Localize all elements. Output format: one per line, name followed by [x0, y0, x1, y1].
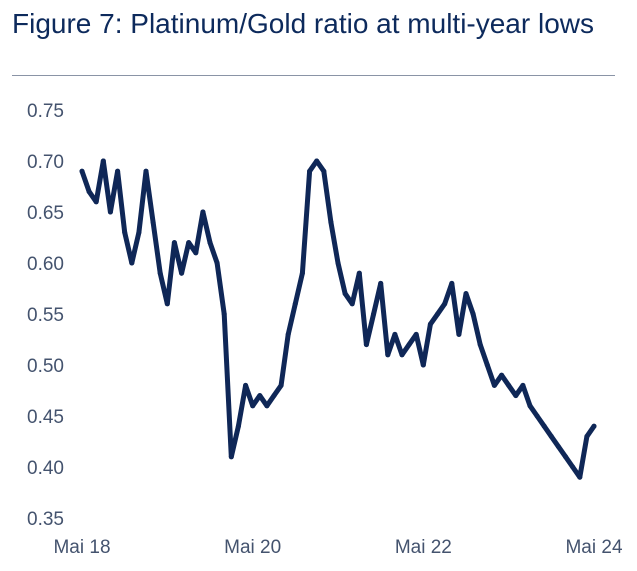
- data-point: [228, 454, 234, 460]
- data-point: [193, 250, 199, 256]
- data-point: [86, 189, 92, 195]
- data-point: [491, 382, 497, 388]
- data-point: [321, 168, 327, 174]
- x-tick-label: Mai 20: [224, 537, 281, 558]
- data-point: [463, 291, 469, 297]
- data-point: [527, 403, 533, 409]
- data-point: [541, 423, 547, 429]
- data-point: [392, 331, 398, 337]
- data-point: [442, 301, 448, 307]
- data-point: [335, 260, 341, 266]
- data-point: [363, 342, 369, 348]
- data-point: [513, 393, 519, 399]
- series-line: [79, 158, 597, 480]
- data-point: [150, 219, 156, 225]
- data-point: [278, 382, 284, 388]
- data-point: [129, 260, 135, 266]
- data-point: [470, 311, 476, 317]
- data-point: [299, 270, 305, 276]
- y-tick-label: 0.40: [27, 458, 64, 479]
- series-group: [79, 158, 597, 480]
- data-point: [107, 209, 113, 215]
- data-point: [186, 240, 192, 246]
- data-point: [243, 382, 249, 388]
- data-point: [435, 311, 441, 317]
- data-point: [591, 423, 597, 429]
- data-point: [164, 301, 170, 307]
- data-point: [221, 311, 227, 317]
- data-point: [271, 393, 277, 399]
- data-point: [257, 393, 263, 399]
- data-point: [79, 168, 85, 174]
- data-point: [456, 331, 462, 337]
- data-point: [179, 270, 185, 276]
- data-point: [342, 291, 348, 297]
- data-point: [555, 444, 561, 450]
- x-tick-label: Mai 24: [565, 537, 622, 558]
- data-point: [235, 423, 241, 429]
- y-tick-label: 0.50: [27, 356, 64, 377]
- data-point: [264, 403, 270, 409]
- data-point: [100, 158, 106, 164]
- y-axis: 0.75 0.70 0.65 0.60 0.55 0.50 0.45 0.40 0.35: [27, 101, 64, 530]
- data-point: [484, 362, 490, 368]
- y-tick-label: 0.35: [27, 509, 64, 530]
- data-point: [136, 229, 142, 235]
- data-point: [285, 331, 291, 337]
- y-tick-label: 0.60: [27, 254, 64, 275]
- data-point: [406, 342, 412, 348]
- data-point: [399, 352, 405, 358]
- data-point: [328, 219, 334, 225]
- data-point: [115, 168, 121, 174]
- data-point: [520, 382, 526, 388]
- data-point: [356, 270, 362, 276]
- data-point: [378, 280, 384, 286]
- data-point: [385, 352, 391, 358]
- data-point: [143, 168, 149, 174]
- y-tick-label: 0.45: [27, 407, 64, 428]
- data-point: [250, 403, 256, 409]
- y-tick-label: 0.70: [27, 152, 64, 173]
- data-point: [413, 331, 419, 337]
- data-point: [563, 454, 569, 460]
- y-tick-label: 0.75: [27, 101, 64, 122]
- data-point: [93, 199, 99, 205]
- data-point: [349, 301, 355, 307]
- chart-title: Figure 7: Platinum/Gold ratio at multi-y…: [12, 8, 594, 39]
- data-point: [214, 260, 220, 266]
- data-point: [584, 433, 590, 439]
- data-point: [570, 464, 576, 470]
- data-point: [420, 362, 426, 368]
- x-tick-label: Mai 18: [53, 537, 110, 558]
- data-point: [157, 270, 163, 276]
- y-tick-label: 0.55: [27, 305, 64, 326]
- data-point: [449, 280, 455, 286]
- data-point: [307, 168, 313, 174]
- data-point: [292, 301, 298, 307]
- data-point: [427, 321, 433, 327]
- data-point: [200, 209, 206, 215]
- x-tick-label: Mai 22: [395, 537, 452, 558]
- data-point: [314, 158, 320, 164]
- data-point: [171, 240, 177, 246]
- data-point: [207, 240, 213, 246]
- x-axis: Mai 18 Mai 20 Mai 22 Mai 24: [53, 537, 622, 558]
- data-point: [534, 413, 540, 419]
- data-point: [122, 229, 128, 235]
- data-point: [548, 433, 554, 439]
- data-point: [506, 382, 512, 388]
- data-point: [577, 474, 583, 480]
- y-tick-label: 0.65: [27, 203, 64, 224]
- title-divider: [12, 75, 615, 76]
- data-point: [477, 342, 483, 348]
- data-point: [371, 311, 377, 317]
- data-point: [499, 372, 505, 378]
